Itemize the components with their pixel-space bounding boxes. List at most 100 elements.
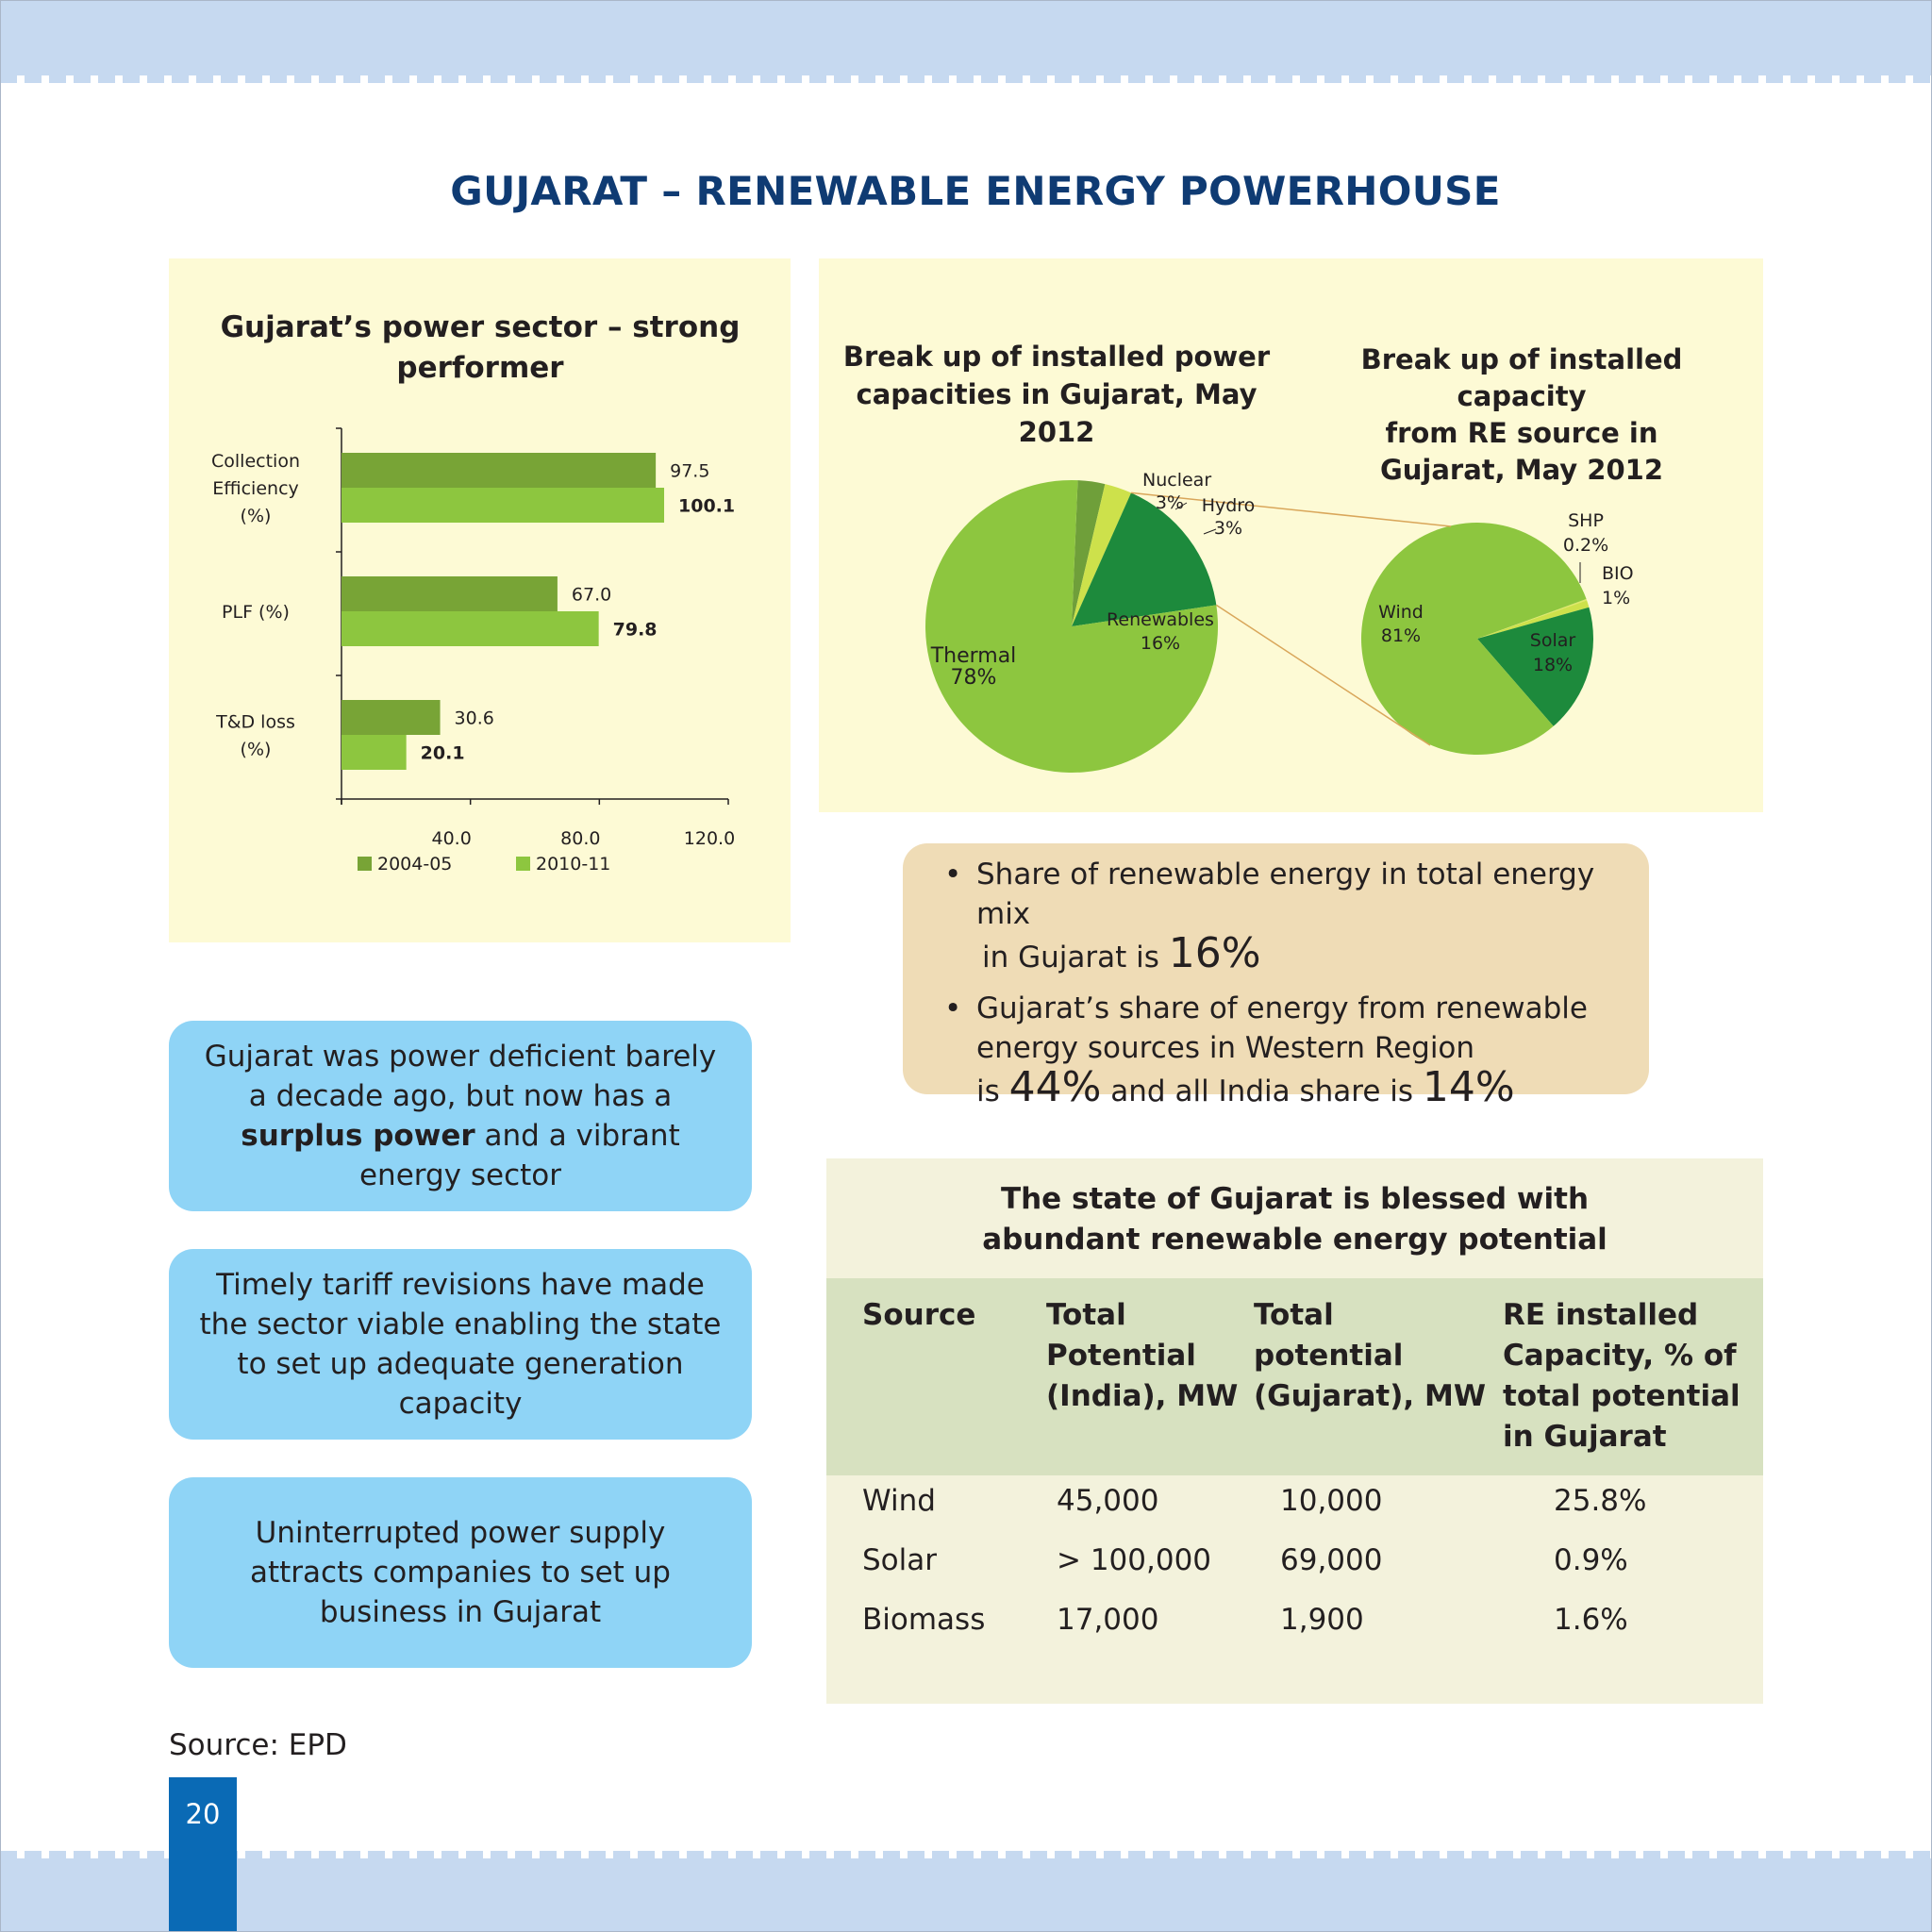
bullet: • <box>944 858 962 891</box>
header-line: (Gujarat), MW <box>1254 1379 1487 1413</box>
table-cell-source: Biomass <box>862 1603 986 1637</box>
bottom-band-dash <box>0 1851 1932 1858</box>
table-cell-re-installed: 1.6% <box>1554 1603 1628 1637</box>
data-label: 67.0 <box>572 585 611 606</box>
table-header: Source Total Potential (India), MW Total… <box>826 1278 1763 1475</box>
bar-chart: 40.0 80.0 120.0 97.5 100.1 Collection Efficien… <box>211 427 735 874</box>
pie-left-title-line2: capacities in Gujarat, May 2012 <box>856 378 1257 448</box>
legend-label: 2010-11 <box>536 854 610 874</box>
table-cell-gujarat: 69,000 <box>1280 1543 1383 1577</box>
highlight-item-renewable-share: • Share of renewable energy in total ene… <box>944 855 1637 977</box>
leader-line <box>1203 528 1217 535</box>
pie-right-title-line3: Gujarat, May 2012 <box>1379 454 1664 486</box>
slice-pct-thermal: 78% <box>951 666 997 690</box>
table-cell-gujarat: 1,900 <box>1280 1603 1364 1637</box>
header-line: potential <box>1254 1339 1404 1373</box>
slice-label-thermal: Thermal <box>930 644 1017 668</box>
header-line: Source <box>862 1298 976 1332</box>
pie-right-title-line2: from RE source in <box>1385 417 1658 449</box>
slice-label-wind: Wind <box>1378 602 1424 623</box>
header-line: Total <box>1046 1298 1126 1332</box>
category-label: PLF (%) <box>222 602 290 623</box>
highlight-text: Gujarat’s share of energy from renewable <box>976 991 1588 1025</box>
table-cell-re-installed: 25.8% <box>1554 1484 1647 1518</box>
highlights-pill: • Share of renewable energy in total ene… <box>903 843 1649 1108</box>
table-title-line2: abundant renewable energy potential <box>982 1223 1607 1257</box>
header-line: in Gujarat <box>1503 1420 1667 1454</box>
x-tick-label: 40.0 <box>432 828 472 849</box>
header-line: RE installed <box>1503 1298 1699 1332</box>
bar <box>341 488 665 523</box>
info-box-power-supply: Uninterrupted power supply attracts comp… <box>169 1477 752 1668</box>
slice-label-solar: Solar <box>1530 630 1576 651</box>
source-note: Source: EPD <box>169 1728 347 1762</box>
highlight-value: 44% <box>1008 1063 1102 1111</box>
highlight-text: is <box>976 1074 1000 1108</box>
table-cell-india: 17,000 <box>1057 1603 1159 1637</box>
info-box-text: and a vibrant energy sector <box>358 1119 680 1192</box>
bottom-band <box>0 1858 1932 1932</box>
category-label: Efficiency <box>212 478 299 499</box>
legend-swatch <box>516 857 530 871</box>
slice-pct-hydro: 3% <box>1214 518 1242 539</box>
x-tick-label: 120.0 <box>684 828 735 849</box>
slice-pct-shp: 0.2% <box>1563 535 1608 556</box>
top-band <box>0 0 1932 81</box>
connector-line <box>1130 491 1452 527</box>
table-title: The state of Gujarat is blessed with abu… <box>826 1179 1763 1260</box>
bar <box>341 611 599 646</box>
table-cell-re-installed: 0.9% <box>1554 1543 1628 1577</box>
pie-slice-thermal <box>925 480 1218 773</box>
bar-chart-title-line2: performer <box>396 351 564 385</box>
highlight-text: energy sources in Western Region <box>976 1031 1475 1065</box>
table-cell-india: 45,000 <box>1057 1484 1159 1518</box>
leader-line <box>1174 502 1188 510</box>
table-cell-source: Solar <box>862 1543 937 1577</box>
page-number: 20 <box>185 1798 221 1830</box>
pie-left-title: Break up of installed power capacities i… <box>830 338 1283 451</box>
highlight-value: 14% <box>1422 1063 1515 1111</box>
header-line: total potential <box>1503 1379 1740 1413</box>
pie-slice-solar <box>1477 607 1593 726</box>
bar-chart-title-line1: Gujarat’s power sector – strong <box>220 310 741 344</box>
pie-slice-hydro <box>1072 484 1132 626</box>
bar <box>341 735 407 770</box>
page-number-tab: 20 <box>169 1777 237 1932</box>
legend-swatch <box>358 857 372 871</box>
pie-slice-shp <box>1477 598 1588 639</box>
bar <box>341 576 558 611</box>
pie-right-title-line1: Break up of installed capacity <box>1360 343 1683 412</box>
bar <box>341 453 657 488</box>
highlight-text: in Gujarat is <box>982 941 1159 974</box>
column-header-source: Source <box>862 1295 975 1336</box>
info-box-text: Timely tariff revisions have made the se… <box>199 1268 722 1421</box>
data-label: 79.8 <box>613 620 658 641</box>
data-label: 100.1 <box>678 496 735 517</box>
header-line: (India), MW <box>1046 1379 1239 1413</box>
header-line: Total <box>1254 1298 1334 1332</box>
category-label: T&D loss <box>215 712 295 733</box>
table-cell-india: > 100,000 <box>1057 1543 1212 1577</box>
info-box-text: Uninterrupted power supply attracts comp… <box>249 1516 671 1629</box>
info-box-tariff: Timely tariff revisions have made the se… <box>169 1249 752 1440</box>
slice-pct-wind: 81% <box>1381 625 1421 646</box>
column-header-re-installed: RE installed Capacity, % of total potent… <box>1503 1295 1740 1457</box>
top-band-dash <box>0 75 1932 83</box>
pie-right-title: Break up of installed capacity from RE s… <box>1309 341 1734 489</box>
x-tick-label: 80.0 <box>560 828 600 849</box>
pie-slice-nuclear <box>1072 480 1106 626</box>
table-title-line1: The state of Gujarat is blessed with <box>1000 1182 1590 1216</box>
table-cell-source: Wind <box>862 1484 936 1518</box>
info-box-bold-text: surplus power <box>241 1119 475 1153</box>
slice-label-shp: SHP <box>1568 510 1604 531</box>
data-label: 97.5 <box>670 461 709 482</box>
potential-table-panel: The state of Gujarat is blessed with abu… <box>826 1158 1763 1704</box>
bullet: • <box>944 991 962 1025</box>
highlight-item-regional-share: • Gujarat’s share of energy from renewab… <box>944 989 1637 1111</box>
table-cell-gujarat: 10,000 <box>1280 1484 1383 1518</box>
highlight-text: and all India share is <box>1110 1074 1414 1108</box>
pie-slice-renewables <box>1072 492 1217 626</box>
data-label: 20.1 <box>421 743 465 764</box>
bar-chart-title: Gujarat’s power sector – strong performe… <box>207 308 754 389</box>
